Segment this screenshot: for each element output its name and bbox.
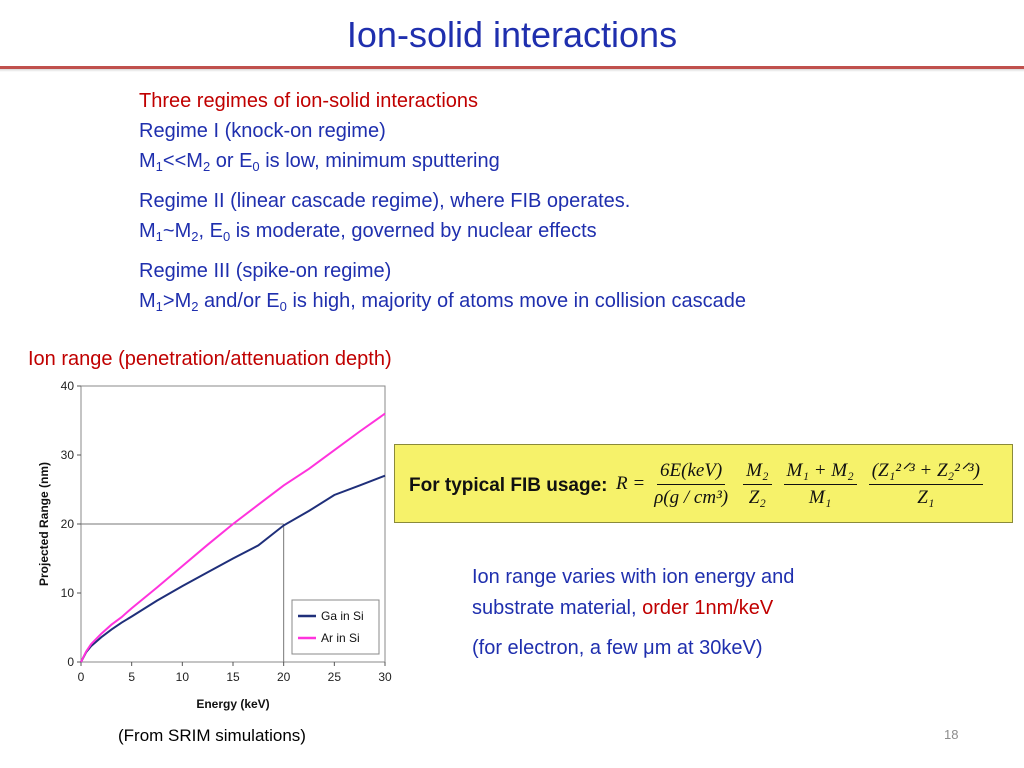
range-formula: R = 6E(keV) ρ(g / cm³) M₂ Z₂ M₁ + M₂ M₁ … (616, 455, 989, 513)
x-tick-label: 25 (328, 670, 342, 684)
title-divider-shadow (0, 69, 1024, 72)
fraction-charge-term: (Z₁²ᐟ³ + Z₂²ᐟ³) Z₁ (868, 459, 983, 509)
fraction-energy-density: 6E(keV) ρ(g / cm³) (651, 460, 731, 509)
highlight-rate: 1nm/keV (688, 597, 774, 619)
fraction-numerator: 6E(keV) (657, 460, 726, 485)
fraction-denominator: ρ(g / cm³) (654, 486, 729, 508)
fraction-denominator: Z₁ (917, 487, 935, 508)
text-part: ~M (162, 220, 192, 242)
formula-box: For typical FIB usage: R = 6E(keV) ρ(g /… (394, 444, 1013, 523)
subscript: 1 (155, 299, 163, 314)
subscript: 2 (191, 299, 199, 314)
formula-lhs: R = (616, 473, 646, 494)
legend-box (291, 599, 380, 655)
x-tick-label: 10 (176, 670, 190, 684)
fraction-numerator: (Z₁²ᐟ³ + Z₂²ᐟ³) (868, 459, 983, 485)
ion-range-heading: Ion range (penetration/attenuation depth… (28, 348, 392, 370)
subscript: 2 (191, 229, 199, 244)
title-divider (0, 66, 1024, 69)
fraction-denominator: Z₂ (748, 486, 766, 508)
series-line-ar-in-si (80, 412, 386, 663)
subscript: 1 (155, 159, 163, 174)
x-axis-label: Energy (keV) (196, 697, 269, 711)
reference-lines (81, 523, 285, 662)
regime3-detail: M1>M2 and/or E0 is high, majority of ato… (139, 286, 746, 316)
subscript: 0 (252, 159, 260, 174)
x-tick-label: 15 (226, 670, 240, 684)
y-axis-label: Projected Range (nm) (37, 462, 51, 586)
y-tick-label: 10 (61, 586, 75, 600)
chart-caption: (From SRIM simulations) (118, 726, 306, 745)
text-part: M (139, 150, 156, 172)
subscript: 1 (155, 229, 163, 244)
text-part: M (139, 220, 156, 242)
y-tick-label: 30 (61, 448, 75, 462)
y-tick-label: 40 (61, 379, 75, 393)
note-line-1: Ion range varies with ion energy and (472, 566, 795, 588)
highlight-order: order (642, 597, 689, 619)
text-part: is moderate, governed by nuclear effects (230, 220, 597, 242)
x-tick-label: 5 (128, 670, 135, 684)
regime1-detail: M1<<M2 or E0 is low, minimum sputtering (139, 146, 746, 176)
chart-series (80, 412, 386, 663)
x-tick-label: 20 (277, 670, 291, 684)
fraction-mass-ratio: M₁ + M₂ M₁ (783, 460, 857, 509)
text-part: or E (210, 150, 253, 172)
text-part: M (139, 290, 156, 312)
regime2-title: Regime II (linear cascade regime), where… (139, 190, 631, 212)
subscript: 0 (222, 229, 231, 244)
text-part: and/or E (198, 290, 280, 312)
formula-label: For typical FIB usage: (409, 475, 608, 496)
y-tick-label: 0 (67, 655, 74, 669)
ion-range-notes: Ion range varies with ion energy and sub… (472, 562, 794, 664)
x-tick-label: 30 (378, 670, 392, 684)
fraction-numerator: M₂ (743, 460, 772, 485)
text-part: >M (162, 290, 192, 312)
chart-axes: 0 5 10 15 20 25 30 0 10 20 30 40 Energy (keV) Project… (37, 379, 392, 711)
series-line-ga-in-si (80, 474, 386, 663)
text-part: is low, minimum sputtering (259, 150, 500, 172)
note-line-2: substrate material, order 1nm/keV (472, 593, 794, 624)
y-tick-label: 20 (61, 517, 75, 531)
regime3-title: Regime III (spike-on regime) (139, 260, 392, 282)
fraction-denominator: M₁ (808, 486, 832, 508)
regime1-title: Regime I (knock-on regime) (139, 120, 386, 142)
text-part: substrate material, (472, 597, 643, 619)
subscript: 2 (202, 159, 211, 174)
legend-label: Ga in Si (321, 609, 364, 623)
fraction-numerator: M₁ + M₂ (783, 460, 857, 485)
projected-range-chart: 0 5 10 15 20 25 30 0 10 20 30 40 Energy (keV) Project… (37, 379, 392, 711)
legend-label: Ar in Si (321, 631, 360, 645)
text-part: , E (198, 220, 223, 242)
slide-title: Ion-solid interactions (346, 14, 678, 55)
regime2-detail: M1~M2, E0 is moderate, governed by nucle… (139, 216, 746, 246)
page-number: 18 (944, 727, 959, 742)
text-part: is high, majority of atoms move in colli… (286, 290, 746, 312)
regime-list: Three regimes of ion-solid interactions … (139, 86, 746, 316)
note-line-3: (for electron, a few μm at 30keV) (472, 637, 763, 659)
subscript: 0 (279, 299, 287, 314)
x-tick-label: 0 (78, 670, 85, 684)
chart-legend: Ga in Si Ar in Si (291, 599, 380, 655)
fraction-mass-charge: M₂ Z₂ (743, 460, 772, 509)
regimes-intro: Three regimes of ion-solid interactions (139, 90, 479, 112)
text-part: <<M (162, 150, 203, 172)
